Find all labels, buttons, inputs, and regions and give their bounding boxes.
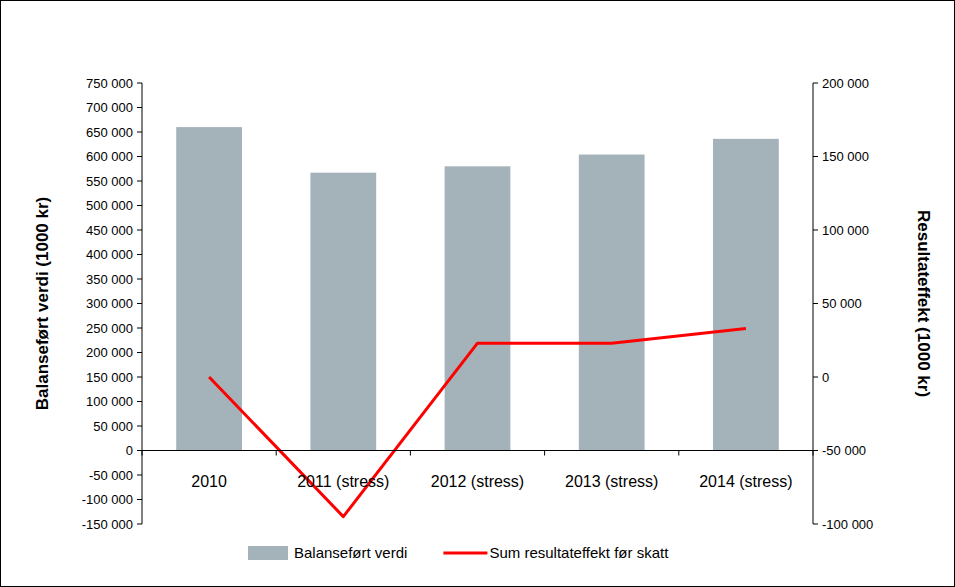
y-tick (137, 426, 142, 427)
y-tick (137, 450, 142, 451)
y2-tick-label: 100 000 (822, 223, 869, 238)
legend-label: Balanseført verdi (294, 544, 407, 561)
y-tick (137, 107, 142, 108)
y-tick-label: 150 000 (86, 370, 133, 385)
y-tick-label: 500 000 (86, 198, 133, 213)
x-tick (410, 451, 411, 456)
x-tick (276, 451, 277, 456)
y-tick-label: -150 000 (82, 517, 133, 532)
y2-tick-label: 50 000 (822, 296, 862, 311)
y-tick (137, 524, 142, 525)
x-tick (678, 451, 679, 456)
y-tick (137, 303, 142, 304)
y2-tick (813, 303, 818, 304)
x-tick (142, 451, 143, 456)
x-tick-label: 2010 (191, 473, 227, 490)
x-axis (142, 450, 813, 451)
y-tick-label: 50 000 (93, 419, 133, 434)
y-tick (137, 401, 142, 402)
legend-label: Sum resultateffekt før skatt (489, 544, 669, 561)
x-tick (544, 451, 545, 456)
x-tick (813, 451, 814, 456)
y2-tick-label: 0 (822, 370, 829, 385)
y-tick-label: 550 000 (86, 174, 133, 189)
x-tick-label: 2014 (stress) (699, 473, 792, 490)
y-tick (137, 132, 142, 133)
y-tick-label: 750 000 (86, 76, 133, 91)
y-tick (137, 279, 142, 280)
y-tick-label: 650 000 (86, 125, 133, 140)
legend-swatch (443, 552, 487, 555)
y-tick-label: 450 000 (86, 223, 133, 238)
y-axis-title: Balanseført verdi (1000 kr) (33, 197, 52, 411)
y2-tick (813, 524, 818, 525)
y2-tick (813, 156, 818, 157)
bar (713, 139, 779, 451)
y-tick (137, 230, 142, 231)
y-tick-label: 300 000 (86, 296, 133, 311)
marks (176, 127, 779, 517)
y2-tick (813, 83, 818, 84)
bar (310, 173, 376, 451)
y-tick (137, 352, 142, 353)
y-tick-label: -100 000 (82, 492, 133, 507)
y2-tick-label: 150 000 (822, 149, 869, 164)
y2-tick (813, 230, 818, 231)
y-tick (137, 181, 142, 182)
y-tick-label: 400 000 (86, 247, 133, 262)
x-tick-label: 2012 (stress) (431, 473, 524, 490)
y2-axis-title: Resultateffekt (1000 kr) (914, 210, 933, 397)
y2-tick-label: 200 000 (822, 76, 869, 91)
y-tick (137, 254, 142, 255)
line (209, 328, 746, 516)
y-tick-label: 600 000 (86, 149, 133, 164)
y-tick (137, 499, 142, 500)
y2-tick (813, 450, 818, 451)
y2-tick-label: -50 000 (822, 443, 866, 458)
y-tick (137, 377, 142, 378)
y-tick (137, 328, 142, 329)
y-tick (137, 83, 142, 84)
y-tick (137, 205, 142, 206)
frame (1, 1, 955, 587)
bar (445, 166, 511, 450)
y-tick-label: 350 000 (86, 272, 133, 287)
y-tick-label: 250 000 (86, 321, 133, 336)
chart: -150 000 -100 000 -50 000 0 50 000 100 000 150… (0, 0, 955, 587)
x-tick-label: 2013 (stress) (565, 473, 658, 490)
legend-swatch (248, 546, 288, 560)
bar (579, 155, 645, 451)
x-tick-label: 2011 (stress) (297, 473, 389, 490)
y-tick-label: 200 000 (86, 345, 133, 360)
y-tick (137, 475, 142, 476)
y-tick-label: 0 (126, 443, 133, 458)
y-tick (137, 156, 142, 157)
y2-tick (813, 377, 818, 378)
y-tick-label: 700 000 (86, 100, 133, 115)
y-tick-label: 100 000 (86, 394, 133, 409)
y-tick-label: -50 000 (89, 468, 133, 483)
y2-tick-label: -100 000 (822, 517, 873, 532)
